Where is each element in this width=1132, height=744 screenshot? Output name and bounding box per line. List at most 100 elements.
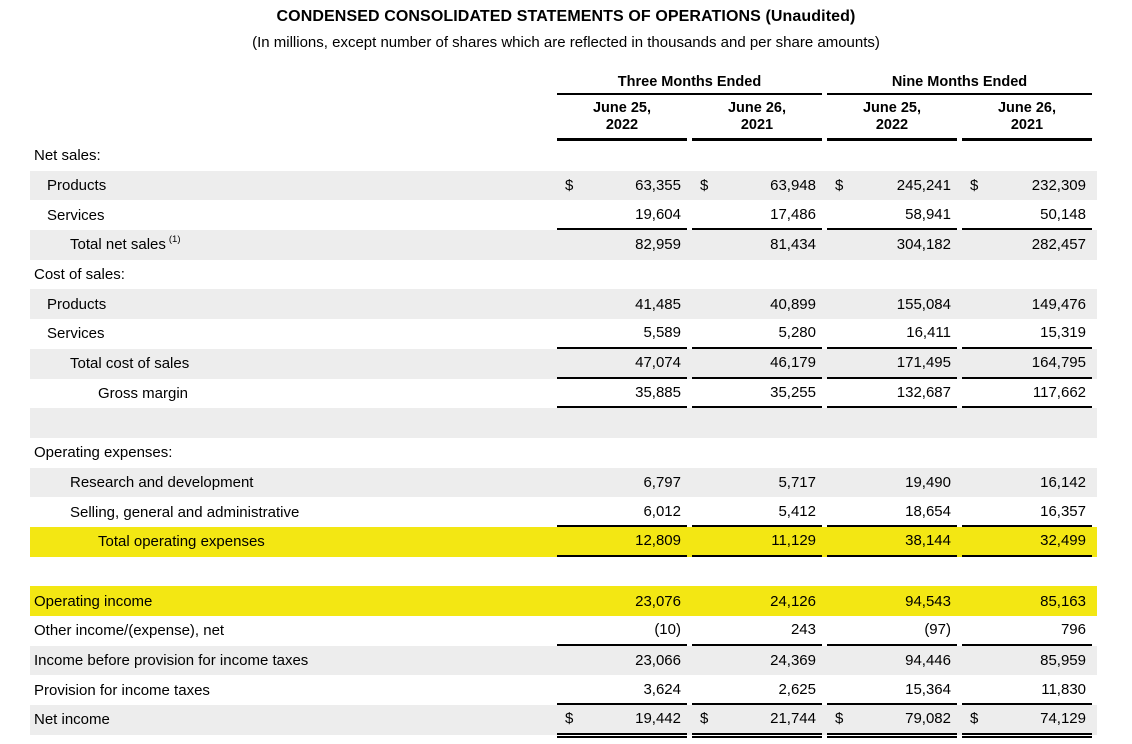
cell-value: 16,142 — [1040, 473, 1086, 491]
row-label: Services — [47, 206, 105, 224]
value-cell: (97) — [827, 616, 962, 646]
cell-value: 2,625 — [778, 680, 816, 698]
cell-value: 12,809 — [635, 532, 681, 550]
spacer-row — [30, 408, 1097, 438]
cell-value: 24,369 — [770, 652, 816, 670]
table-row: Products 41,485 40,899 155,084 149,476 — [30, 289, 1097, 320]
cell-value: 19,490 — [905, 473, 951, 491]
value-cell: 5,717 — [692, 468, 827, 498]
cell-value: 245,241 — [896, 177, 951, 195]
cell-value: 796 — [1060, 621, 1086, 639]
dollar-sign: $ — [970, 710, 979, 728]
value-cell: $232,309 — [962, 171, 1097, 201]
period-column-header: June 26, 2021 — [962, 99, 1097, 141]
value-cell: 16,142 — [962, 468, 1097, 498]
value-cell: 171,495 — [827, 349, 962, 379]
table-body: Net sales: Products $63,355 $63,948 $245,241… — [30, 141, 1097, 738]
period-column-label: June 25, 2022 — [557, 99, 687, 141]
value-cell: 5,412 — [692, 497, 827, 527]
cell-value: 81,434 — [770, 236, 816, 254]
value-cell: 41,485 — [557, 289, 692, 319]
row-label: Gross margin — [98, 384, 189, 402]
cell-value: 11,129 — [771, 532, 816, 550]
value-cell: 16,411 — [827, 319, 962, 349]
value-cell: 38,144 — [827, 527, 962, 557]
cell-value: 79,082 — [905, 710, 951, 728]
cell-value: 74,129 — [1040, 710, 1086, 728]
period-column-header: June 26, 2021 — [692, 99, 827, 141]
cell-value: 5,589 — [643, 324, 681, 342]
dollar-sign: $ — [970, 177, 979, 195]
period-group-label: Three Months Ended — [617, 74, 762, 90]
row-label: Net income — [34, 711, 110, 729]
value-cell: 15,364 — [827, 675, 962, 706]
cell-value: (10) — [654, 621, 681, 639]
row-label: Research and development — [70, 473, 254, 491]
value-cell: 3,624 — [557, 675, 692, 706]
period-group: Three Months Ended June 25, 2022 June 26, 20… — [557, 74, 827, 141]
table-header: Three Months Ended June 25, 2022 June 26, 20… — [557, 74, 1097, 141]
dollar-sign: $ — [700, 177, 709, 195]
value-cell: 24,126 — [692, 586, 827, 616]
cell-value: 23,066 — [635, 652, 681, 670]
value-cell: 23,066 — [557, 646, 692, 676]
cell-value: 243 — [790, 621, 816, 639]
value-cell: $63,948 — [692, 171, 827, 201]
row-label: Products — [47, 295, 107, 313]
cell-value: 58,941 — [905, 205, 951, 223]
cell-value: 63,948 — [770, 177, 816, 195]
value-cell: 5,280 — [692, 319, 827, 349]
value-cell: $63,355 — [557, 171, 692, 201]
cell-value: 17,486 — [770, 205, 816, 223]
cell-value: 94,446 — [905, 652, 951, 670]
table-row: Net sales: — [30, 141, 1097, 171]
value-cell: 19,490 — [827, 468, 962, 498]
dollar-sign: $ — [565, 710, 574, 728]
value-cell: 40,899 — [692, 289, 827, 319]
cell-value: 5,412 — [778, 502, 816, 520]
value-cell: $79,082 — [827, 705, 962, 738]
value-cell: 24,369 — [692, 646, 827, 676]
value-cell: 32,499 — [962, 527, 1097, 557]
value-cell: 85,959 — [962, 646, 1097, 676]
cell-value: 23,076 — [635, 592, 681, 610]
dollar-sign: $ — [700, 710, 709, 728]
cell-value: 32,499 — [1040, 532, 1086, 550]
value-cell: 6,012 — [557, 497, 692, 527]
cell-value: 3,624 — [643, 680, 681, 698]
cell-value: 50,148 — [1040, 205, 1086, 223]
value-cell: 6,797 — [557, 468, 692, 498]
cell-value: 63,355 — [635, 177, 681, 195]
cell-value: 94,543 — [905, 592, 951, 610]
value-cell: 164,795 — [962, 349, 1097, 379]
value-cell: 35,885 — [557, 379, 692, 409]
period-column-header: June 25, 2022 — [557, 99, 692, 141]
period-group-underline — [827, 93, 1092, 95]
cell-value: 85,959 — [1040, 652, 1086, 670]
value-cell: $245,241 — [827, 171, 962, 201]
cell-value: 149,476 — [1031, 295, 1086, 313]
cell-value: 6,797 — [643, 473, 681, 491]
cell-value: 171,495 — [896, 354, 951, 372]
value-cell: 2,625 — [692, 675, 827, 706]
row-label: Services — [47, 325, 105, 343]
statement-subtitle: (In millions, except number of shares wh… — [252, 34, 880, 51]
statement-title: CONDENSED CONSOLIDATED STATEMENTS OF OPE… — [276, 8, 856, 25]
cell-value: (97) — [924, 621, 951, 639]
row-label: Operating income — [34, 592, 153, 610]
spacer-row — [30, 557, 1097, 587]
table-row: Income before provision for income taxes… — [30, 645, 1097, 676]
table-row: Research and development 6,797 5,717 19,490… — [30, 467, 1097, 498]
row-label: Total cost of sales — [70, 355, 190, 373]
cell-value: 11,830 — [1041, 680, 1086, 698]
row-label: Net sales: — [34, 147, 101, 165]
value-cell: 117,662 — [962, 379, 1097, 409]
cell-value: 15,319 — [1040, 324, 1086, 342]
value-cell: $19,442 — [557, 705, 692, 738]
cell-value: 132,687 — [896, 383, 951, 401]
value-cell: 94,446 — [827, 646, 962, 676]
table-row: Products $63,355 $63,948 $245,241 $232,309 — [30, 170, 1097, 201]
cell-value: 21,744 — [770, 710, 816, 728]
table-row: Services 19,604 17,486 58,941 50,148 — [30, 200, 1097, 231]
cell-value: 40,899 — [770, 295, 816, 313]
